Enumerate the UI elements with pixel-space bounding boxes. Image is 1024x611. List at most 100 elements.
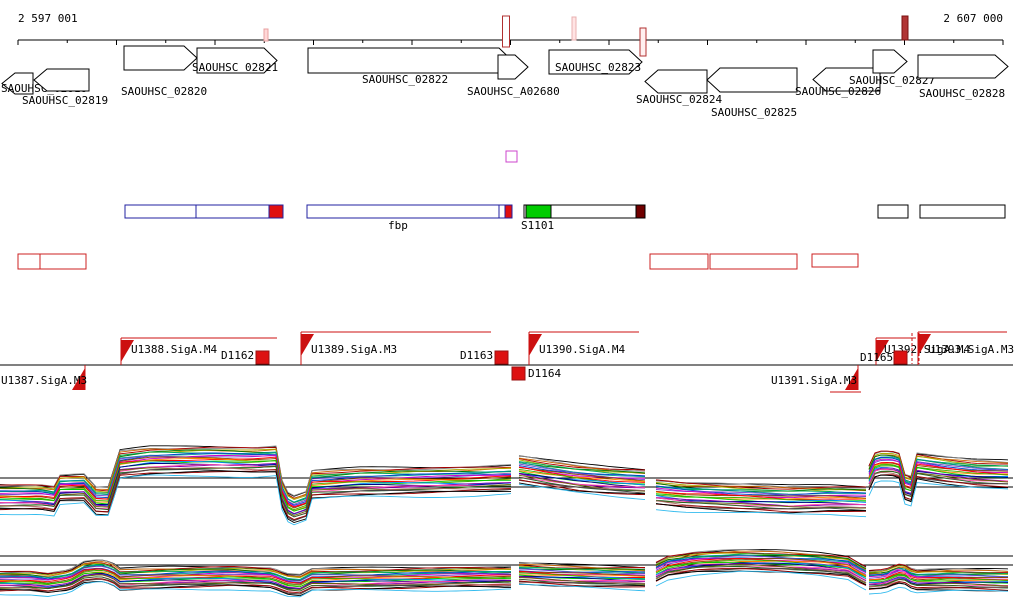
expression-trace bbox=[868, 581, 1008, 591]
expression-trace bbox=[655, 509, 867, 518]
gene-label: SAOUHSC_02822 bbox=[362, 73, 448, 86]
terminator-label: D1165 bbox=[860, 351, 893, 364]
promoter-label: U1389.SigA.M3 bbox=[311, 343, 397, 356]
expression-trace bbox=[0, 460, 511, 512]
expression-trace bbox=[868, 573, 1008, 581]
sequence-marker[interactable] bbox=[571, 16, 577, 41]
expression-trace bbox=[868, 582, 1008, 590]
prediction-box[interactable] bbox=[811, 253, 859, 268]
gene-arrow[interactable] bbox=[307, 47, 513, 74]
gene-label: SAOUHSC_02828 bbox=[919, 87, 1005, 100]
expression-trace bbox=[0, 578, 511, 594]
gene-label: SAOUHSC_02827 bbox=[849, 74, 935, 87]
expression-trace bbox=[868, 586, 1009, 595]
expression-trace bbox=[655, 499, 866, 510]
sequence-marker[interactable] bbox=[502, 15, 510, 48]
terminator-label: D1164 bbox=[528, 367, 561, 380]
sequence-marker[interactable] bbox=[639, 27, 647, 57]
gene-arrow[interactable] bbox=[123, 45, 198, 71]
terminator-box[interactable] bbox=[511, 366, 526, 381]
expression-trace bbox=[883, 568, 912, 580]
sequence-marker[interactable] bbox=[901, 15, 909, 41]
expression-trace bbox=[655, 486, 867, 495]
terminator-box[interactable] bbox=[893, 350, 908, 365]
expression-trace bbox=[868, 456, 1008, 485]
expression-trace bbox=[518, 574, 646, 578]
expression-trace bbox=[0, 452, 511, 506]
expression-trace bbox=[655, 491, 866, 500]
gene-arrow[interactable] bbox=[1, 72, 34, 95]
gene-arrow[interactable] bbox=[33, 68, 90, 92]
expression-trace bbox=[655, 567, 867, 586]
prediction-box[interactable] bbox=[709, 253, 798, 270]
gene-label: SAOUHSC_02819 bbox=[22, 94, 108, 107]
expression-trace bbox=[0, 581, 511, 598]
expression-trace bbox=[0, 581, 511, 597]
promoter-flag[interactable] bbox=[918, 334, 931, 356]
promoter-flag[interactable] bbox=[301, 334, 314, 356]
transcript-label: S1101 bbox=[521, 219, 554, 232]
expression-trace bbox=[518, 476, 646, 489]
transcript-segment[interactable] bbox=[635, 204, 646, 219]
gene-label: SAOUHSC_02826 bbox=[795, 85, 881, 98]
promoter-label: U1388.SigA.M4 bbox=[131, 343, 217, 356]
expression-trace bbox=[0, 561, 512, 578]
expression-trace bbox=[655, 480, 866, 489]
expression-trace bbox=[655, 485, 866, 495]
gene-arrow[interactable] bbox=[812, 67, 881, 92]
gene-label: SAOUHSC_02821 bbox=[192, 61, 278, 74]
expression-trace bbox=[518, 463, 646, 481]
expression-trace bbox=[655, 562, 867, 582]
expression-trace bbox=[518, 455, 646, 471]
expression-trace bbox=[868, 454, 1008, 481]
gene-label: SAOUHSC_A02680 bbox=[467, 85, 560, 98]
transcript-segment[interactable] bbox=[525, 204, 552, 219]
expression-trace bbox=[0, 448, 511, 500]
gene-arrow[interactable] bbox=[548, 49, 643, 75]
expression-trace bbox=[655, 550, 867, 571]
expression-trace bbox=[655, 551, 867, 567]
expression-trace bbox=[655, 497, 867, 507]
expression-trace bbox=[518, 564, 645, 569]
expression-trace bbox=[518, 483, 646, 501]
gene-arrow[interactable] bbox=[497, 54, 529, 80]
promoter-flag[interactable] bbox=[876, 340, 889, 362]
transcript-segment[interactable] bbox=[504, 204, 513, 219]
promoter-flag[interactable] bbox=[121, 340, 134, 362]
expression-trace bbox=[0, 573, 511, 589]
expression-trace bbox=[0, 568, 511, 584]
transcript-segment[interactable] bbox=[268, 204, 284, 219]
gene-arrow[interactable] bbox=[706, 67, 798, 93]
expression-trace bbox=[0, 474, 512, 526]
transcript-box[interactable] bbox=[306, 204, 513, 219]
gene-arrow[interactable] bbox=[872, 49, 908, 74]
expression-trace bbox=[868, 579, 1009, 588]
expression-trace bbox=[518, 576, 646, 580]
gene-arrow[interactable] bbox=[917, 54, 1009, 79]
gene-arrow[interactable] bbox=[644, 69, 708, 94]
prediction-box[interactable] bbox=[17, 253, 87, 270]
gene-arrow[interactable] bbox=[196, 47, 278, 74]
prediction-box[interactable] bbox=[649, 253, 709, 270]
transcript-box[interactable] bbox=[124, 204, 284, 219]
promoter-flag[interactable] bbox=[72, 368, 85, 390]
terminator-box[interactable] bbox=[494, 350, 509, 365]
expression-trace bbox=[655, 503, 867, 513]
promoter-flag[interactable] bbox=[845, 368, 858, 390]
expression-trace bbox=[0, 572, 511, 588]
transcript-box[interactable] bbox=[919, 204, 1006, 219]
expression-trace bbox=[868, 462, 1009, 488]
expression-trace bbox=[518, 466, 646, 483]
magenta-marker[interactable] bbox=[505, 150, 518, 163]
gene-label: SAOUHSC_02824 bbox=[636, 93, 722, 106]
expression-trace bbox=[655, 562, 867, 579]
expression-trace bbox=[0, 456, 511, 509]
gene-label: SAOUHSC_02823 bbox=[555, 61, 641, 74]
terminator-box[interactable] bbox=[255, 350, 270, 365]
expression-trace bbox=[0, 567, 512, 583]
expression-trace bbox=[868, 570, 1008, 579]
promoter-flag[interactable] bbox=[529, 334, 542, 356]
transcript-box[interactable] bbox=[877, 204, 909, 219]
sequence-marker[interactable] bbox=[263, 28, 269, 42]
expression-trace bbox=[0, 456, 511, 508]
